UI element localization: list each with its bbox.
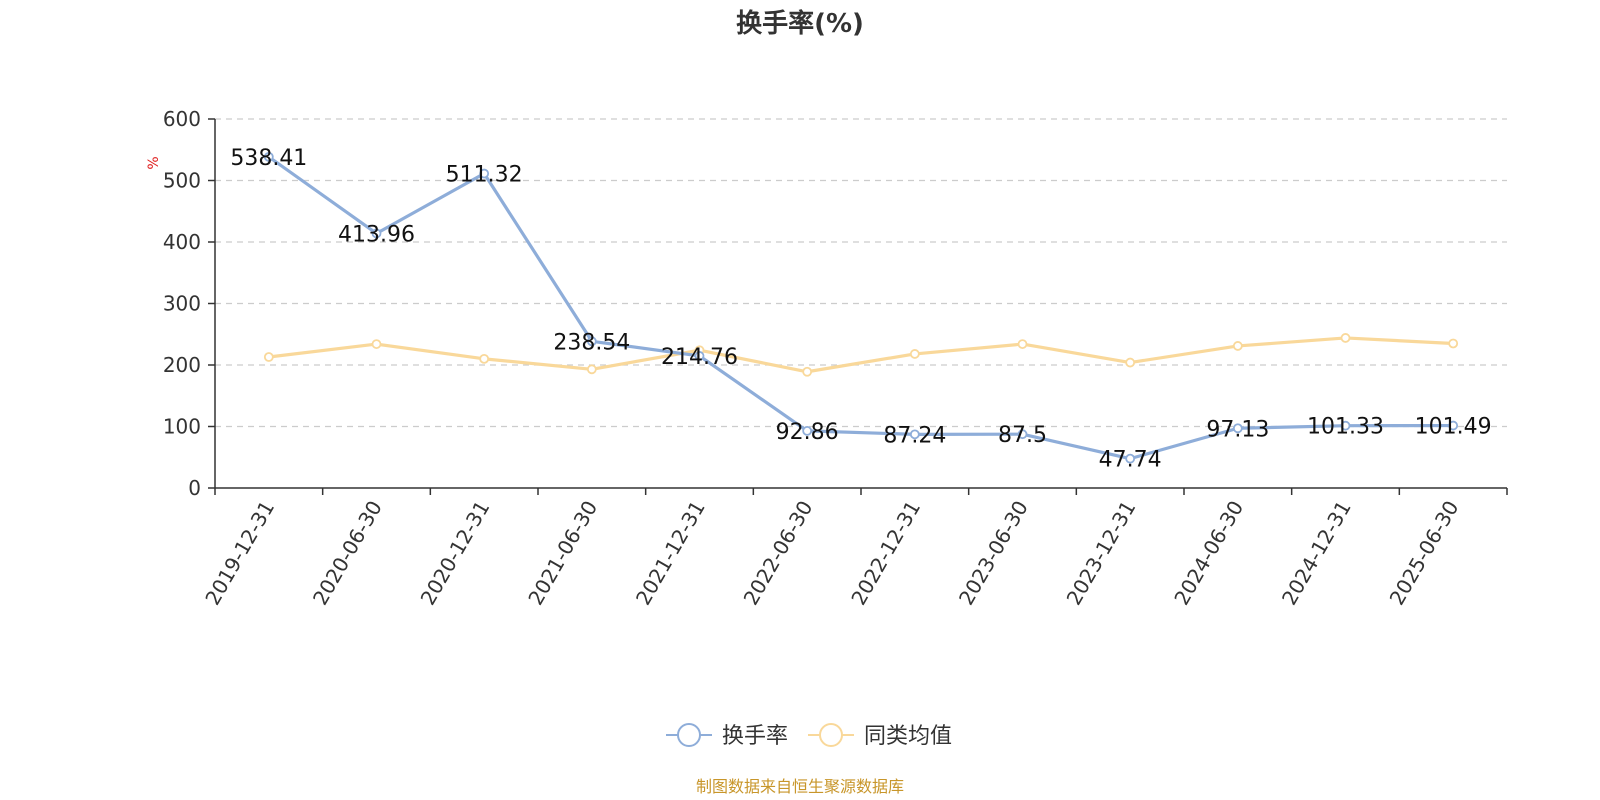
data-point[interactable] — [479, 168, 490, 179]
legend-label[interactable]: 换手率 — [722, 724, 788, 749]
x-tick-label: 2020-12-31 — [416, 496, 495, 609]
axes: 0 100 200 300 400 500 600 2019-12-31 2020-06-30 2… — [163, 107, 1508, 610]
data-point[interactable] — [1340, 420, 1351, 431]
data-point[interactable] — [479, 353, 490, 364]
x-tick-label: 2025-06-30 — [1385, 497, 1464, 610]
x-tick-label: 2024-06-30 — [1169, 497, 1248, 610]
data-label: 511.32 — [446, 163, 523, 188]
data-point[interactable] — [1232, 341, 1243, 351]
chart-title: 换手率(%) — [736, 8, 864, 39]
data-point[interactable] — [802, 366, 813, 377]
data-point[interactable] — [802, 425, 813, 436]
y-tick-label: 300 — [163, 292, 201, 316]
data-point[interactable] — [586, 336, 597, 347]
data-label: 101.33 — [1307, 415, 1384, 440]
series-line — [268, 336, 1454, 374]
y-tick-label: 600 — [163, 107, 201, 131]
x-tick-label: 2023-12-31 — [1062, 497, 1141, 610]
data-point[interactable] — [371, 339, 382, 349]
data-point[interactable] — [1448, 338, 1459, 349]
series-lines — [263, 151, 1459, 464]
data-label: 87.24 — [883, 423, 946, 448]
data-point[interactable] — [1340, 333, 1351, 343]
x-tick-label: 2019-12-31 — [200, 497, 279, 610]
x-tick-label: 2022-06-30 — [739, 497, 818, 610]
y-tick-label: 100 — [163, 415, 201, 439]
y-axis-unit: % — [146, 156, 162, 169]
x-tick-label: 2023-06-30 — [954, 497, 1033, 610]
data-labels: 538.41 413.96 511.32 238.54 214.76 92.86 87.24… — [230, 146, 1491, 473]
data-point[interactable] — [1448, 420, 1459, 431]
data-label: 87.5 — [998, 423, 1047, 448]
grid-lines — [215, 118, 1507, 428]
x-tick-label: 2020-06-30 — [308, 497, 387, 610]
data-point[interactable] — [1017, 429, 1028, 440]
y-tick-label: 500 — [163, 169, 201, 193]
data-label: 92.86 — [776, 420, 839, 445]
x-tick-label: 2024-12-31 — [1277, 497, 1356, 610]
x-tick-label: 2022-12-31 — [846, 496, 925, 609]
legend[interactable]: 换手率 同类均值 — [666, 723, 952, 749]
data-point[interactable] — [909, 349, 920, 359]
y-tick-label: 200 — [163, 353, 201, 377]
legend-marker[interactable] — [819, 723, 843, 747]
y-tick-label: 400 — [163, 230, 201, 254]
data-label: 97.13 — [1206, 417, 1269, 442]
legend-label[interactable]: 同类均值 — [864, 724, 952, 749]
series-line — [267, 155, 1454, 461]
data-point[interactable] — [694, 351, 705, 361]
data-point[interactable] — [263, 151, 274, 162]
data-label: 47.74 — [1099, 448, 1162, 473]
data-point[interactable] — [1017, 339, 1028, 349]
x-tick-label: 2021-12-31 — [631, 497, 710, 610]
data-point[interactable] — [1232, 423, 1243, 434]
data-point[interactable] — [263, 352, 274, 362]
data-label: 214.76 — [661, 345, 738, 370]
data-label: 238.54 — [553, 330, 630, 355]
data-label: 538.41 — [230, 146, 307, 171]
data-label: 413.96 — [338, 222, 415, 247]
legend-marker[interactable] — [677, 723, 701, 747]
data-point[interactable] — [586, 364, 597, 375]
data-point[interactable] — [909, 429, 920, 440]
data-label: 101.49 — [1415, 415, 1492, 440]
source-note: 制图数据来自恒生聚源数据库 — [696, 777, 904, 796]
x-tick-label: 2021-06-30 — [523, 497, 602, 610]
data-point[interactable] — [1125, 453, 1136, 464]
data-point[interactable] — [371, 228, 382, 239]
data-point[interactable] — [1125, 357, 1136, 368]
y-tick-label: 0 — [188, 476, 201, 500]
